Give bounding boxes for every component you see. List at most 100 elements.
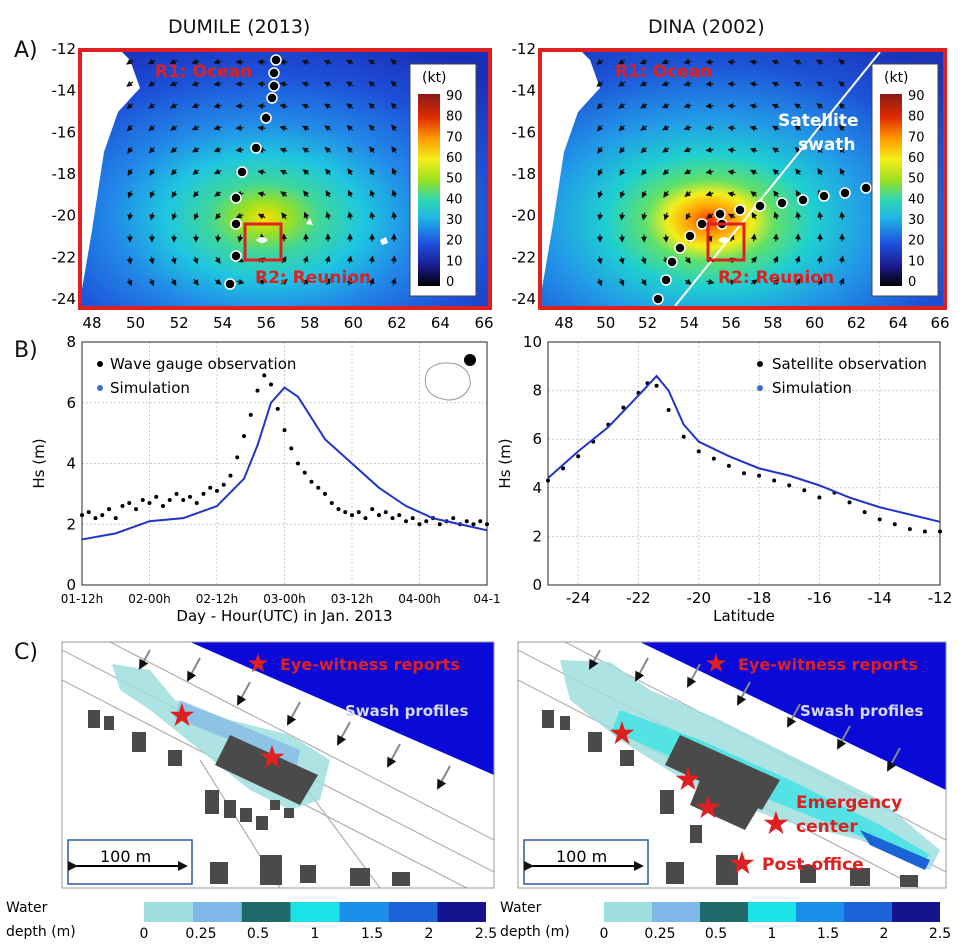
- wind-vector: [728, 279, 737, 286]
- x-tick-label: -12: [928, 589, 953, 607]
- plot-frame: [547, 341, 941, 586]
- wind-vector: [213, 168, 222, 175]
- wind-vector: [727, 103, 736, 110]
- wind-vector: [838, 255, 845, 264]
- wind-vector: [684, 278, 692, 285]
- observation-point: [437, 522, 442, 527]
- wind-vector: [391, 124, 398, 132]
- wind-maps: R1: Ocean R2: Reunion (kt) 90 80 70 60 50 40 3…: [52, 40, 950, 332]
- observation-point: [255, 388, 260, 393]
- wind-vector: [281, 212, 288, 220]
- observation-point: [576, 454, 581, 459]
- region2-box-right: [706, 222, 746, 262]
- wind-vector: [302, 255, 309, 264]
- wind-vector: [641, 212, 648, 221]
- colorbar-tick-label: 80: [446, 110, 463, 125]
- observation-point: [343, 510, 348, 515]
- cyclone-track-dumile: [224, 54, 282, 290]
- wind-vector: [127, 190, 134, 199]
- wind-vector: [773, 190, 780, 198]
- observation-point: [397, 513, 402, 518]
- legend-star-right: ★: [704, 649, 727, 679]
- swath-label-line2: swath: [798, 135, 856, 155]
- observation-point: [154, 494, 159, 499]
- wind-vector: [257, 125, 266, 132]
- depth-legend-tick: 0.25: [644, 926, 675, 942]
- wind-vector: [257, 191, 266, 198]
- left-column-title: DUMILE (2013): [168, 16, 311, 38]
- observation-point: [161, 504, 165, 509]
- observation-point: [817, 495, 822, 500]
- wind-vector: [127, 212, 134, 221]
- simulation-line: [81, 386, 488, 541]
- wind-vector: [213, 80, 222, 87]
- map-frame-left: [78, 48, 492, 310]
- colorbar-tick-label: 70: [446, 130, 463, 145]
- wind-vector: [639, 58, 648, 65]
- wind-vector: [302, 278, 309, 286]
- depth-legend-swatch: [652, 902, 700, 922]
- colorbar-tick-label: 0: [446, 275, 454, 290]
- wind-vector: [772, 168, 780, 176]
- x-tick-label: 01-12h: [61, 592, 103, 606]
- wind-vector: [751, 211, 758, 220]
- wind-vector: [346, 124, 354, 132]
- depth-legend-swatch: [748, 902, 796, 922]
- wind-vector: [324, 125, 332, 132]
- y-tick-label: 0: [66, 576, 76, 594]
- scale-bar-label-left: 100 m: [100, 847, 151, 866]
- reunion-inset: [424, 362, 471, 401]
- observation-point: [215, 488, 219, 493]
- observation-point: [93, 516, 98, 521]
- wind-vector: [302, 169, 310, 176]
- y-tick-label: 8: [66, 333, 76, 351]
- wind-vector: [749, 147, 758, 154]
- row-label-b: B): [14, 338, 38, 363]
- depth-legend-tick: 0: [600, 926, 609, 942]
- observation-point: [847, 500, 852, 505]
- depth-legend-right: Water depth (m) 0 0.25 0.5 1 1.5 2 2.5: [500, 900, 951, 942]
- wind-vector: [640, 124, 648, 131]
- chart-wave-gauge: 0 2 4 6 8 01-12h 02-00h 02-12h 03-00h 03-12h 04-00…: [30, 333, 501, 625]
- colorbar-left: [418, 94, 440, 286]
- wind-vector: [391, 211, 398, 220]
- wind-vector: [369, 146, 376, 154]
- wind-vector: [391, 146, 398, 154]
- wind-vector: [323, 81, 332, 88]
- x-tick-label: -18: [747, 589, 772, 607]
- depth-legend-swatch: [892, 902, 940, 922]
- observation-point: [188, 494, 192, 499]
- wind-vector: [279, 125, 288, 132]
- wind-vector: [191, 58, 200, 65]
- wind-vector: [345, 59, 354, 66]
- observation-point: [194, 500, 199, 505]
- star-marker: ★: [258, 738, 287, 776]
- wind-vector: [816, 255, 823, 264]
- wind-vector: [619, 168, 626, 176]
- wind-vector: [126, 80, 134, 87]
- wind-vector: [191, 124, 200, 131]
- depth-legend-tick: 0.25: [185, 926, 216, 942]
- observation-point: [862, 510, 867, 515]
- wind-vector: [279, 169, 288, 176]
- depth-legend-tick: 0.5: [705, 926, 727, 942]
- simulation-line: [547, 374, 941, 523]
- wind-vector: [793, 103, 802, 110]
- wind-vector: [771, 59, 780, 66]
- wind-vector: [727, 147, 736, 154]
- wind-vector: [235, 102, 244, 109]
- wind-vector: [213, 124, 222, 131]
- y-tick-label: 2: [532, 527, 542, 545]
- x-tick-label: -14: [867, 589, 892, 607]
- x-tick-label: -16: [807, 589, 832, 607]
- latitude-tick-label: -22: [512, 248, 537, 266]
- longitude-tick-label: 54: [680, 314, 699, 332]
- colorbar-tick-label: 20: [446, 234, 463, 249]
- depth-legend-tick: 2: [880, 926, 889, 942]
- observation-point: [356, 510, 361, 515]
- wind-vector: [148, 278, 155, 287]
- wind-vector: [706, 278, 715, 285]
- wind-vector: [794, 278, 801, 286]
- wind-vector: [683, 168, 692, 175]
- wind-vector: [683, 146, 692, 153]
